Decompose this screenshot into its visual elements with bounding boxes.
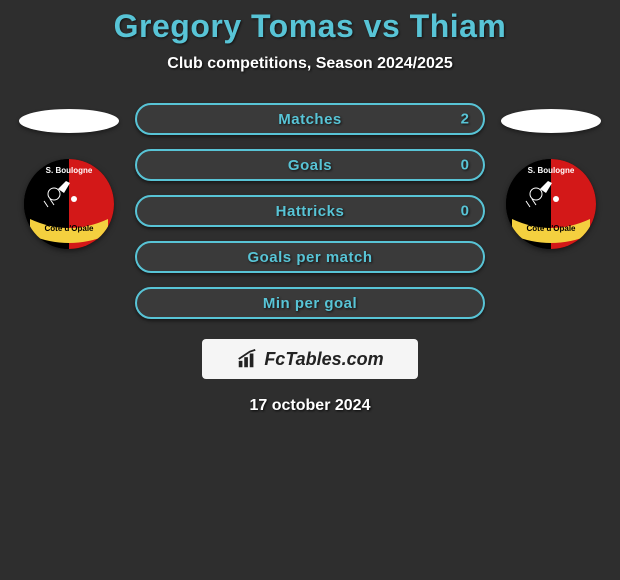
stat-bar-mpg: Min per goal bbox=[135, 287, 485, 319]
country-flag-right bbox=[501, 109, 601, 133]
boulogne-badge-icon: Côte d'Opale S. Boulogne bbox=[506, 159, 596, 249]
stat-bar-matches: Matches 2 bbox=[135, 103, 485, 135]
right-player-column: Côte d'Opale S. Boulogne bbox=[501, 103, 601, 249]
logo-text: FcTables.com bbox=[264, 349, 383, 370]
stat-label: Hattricks bbox=[276, 203, 345, 220]
svg-text:S. Boulogne: S. Boulogne bbox=[528, 166, 575, 175]
boulogne-badge-icon: Côte d'Opale S. Boulogne bbox=[24, 159, 114, 249]
chart-icon bbox=[236, 348, 258, 370]
date-label: 17 october 2024 bbox=[0, 397, 620, 415]
left-player-column: Côte d'Opale S. Boulogne bbox=[19, 103, 119, 249]
svg-text:Côte d'Opale: Côte d'Opale bbox=[526, 224, 576, 233]
subtitle: Club competitions, Season 2024/2025 bbox=[0, 55, 620, 73]
fctables-logo[interactable]: FcTables.com bbox=[202, 339, 418, 379]
stat-bar-gpm: Goals per match bbox=[135, 241, 485, 273]
stat-bar-goals: Goals 0 bbox=[135, 149, 485, 181]
stat-label: Min per goal bbox=[263, 295, 357, 312]
club-badge-right: Côte d'Opale S. Boulogne bbox=[506, 159, 596, 249]
comparison-card: Gregory Tomas vs Thiam Club competitions… bbox=[0, 0, 620, 415]
stats-bars: Matches 2 Goals 0 Hattricks 0 Goals per … bbox=[135, 103, 485, 319]
stat-value: 0 bbox=[461, 157, 469, 174]
stat-label: Goals bbox=[288, 157, 332, 174]
stat-value: 0 bbox=[461, 203, 469, 220]
page-title: Gregory Tomas vs Thiam bbox=[0, 8, 620, 45]
svg-text:Côte d'Opale: Côte d'Opale bbox=[44, 224, 94, 233]
club-badge-left: Côte d'Opale S. Boulogne bbox=[24, 159, 114, 249]
stat-label: Matches bbox=[278, 111, 342, 128]
stat-value: 2 bbox=[461, 111, 469, 128]
country-flag-left bbox=[19, 109, 119, 133]
comparison-body: Côte d'Opale S. Boulogne Matches 2 Goals… bbox=[0, 103, 620, 319]
svg-text:S. Boulogne: S. Boulogne bbox=[46, 166, 93, 175]
stat-bar-hattricks: Hattricks 0 bbox=[135, 195, 485, 227]
stat-label: Goals per match bbox=[247, 249, 372, 266]
